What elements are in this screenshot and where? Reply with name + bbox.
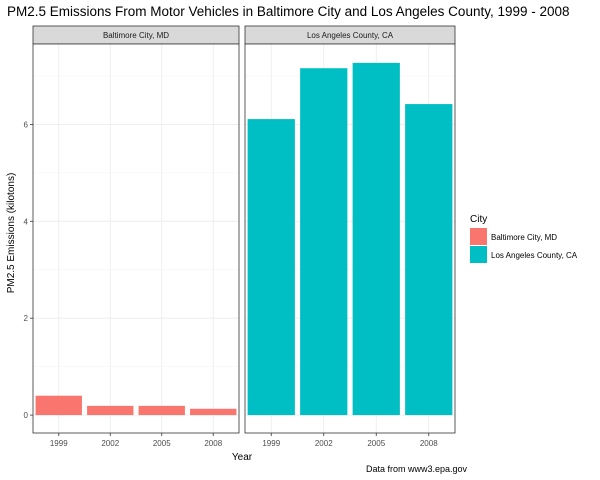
x-tick-label: 2008 <box>204 439 222 448</box>
x-tick-label: 2002 <box>315 439 333 448</box>
panel-border <box>32 43 240 434</box>
bar <box>247 119 295 416</box>
x-tick-label: 2002 <box>101 439 119 448</box>
legend: City Baltimore City, MD Los Angeles Count… <box>470 214 578 263</box>
bar <box>405 104 453 416</box>
y-axis-title: PM2.5 Emissions (kilotons) <box>6 173 17 294</box>
legend-label: Baltimore City, MD <box>491 233 557 242</box>
x-tick-label: 2005 <box>367 439 385 448</box>
legend-label: Los Angeles County, CA <box>491 251 578 260</box>
bar <box>138 405 185 416</box>
y-tick-label: 2 <box>24 314 29 323</box>
legend-title: City <box>470 214 487 225</box>
x-tick-label: 2008 <box>420 439 438 448</box>
bar <box>35 395 82 416</box>
panel-background <box>33 44 239 433</box>
panel-border <box>244 43 456 434</box>
legend-key <box>470 228 487 245</box>
x-tick-label: 1999 <box>50 439 68 448</box>
legend-key <box>470 246 487 263</box>
x-tick-label: 1999 <box>262 439 280 448</box>
bar <box>87 405 134 416</box>
y-tick-label: 0 <box>24 411 29 420</box>
caption: Data from www3.epa.gov <box>366 464 468 474</box>
chart-title: PM2.5 Emissions From Motor Vehicles in B… <box>7 4 570 19</box>
x-axis-title: Year <box>232 452 253 463</box>
bar <box>190 408 237 416</box>
facet-strip-label: Baltimore City, MD <box>103 31 169 40</box>
facet-strip-label: Los Angeles County, CA <box>307 31 394 40</box>
bar <box>300 68 348 416</box>
facet-panels: Baltimore City, MD 1999 2002 2005 2008 0 2 4 6 Lo… <box>24 25 456 448</box>
x-tick-label: 2005 <box>153 439 171 448</box>
y-tick-label: 6 <box>24 120 29 129</box>
bar <box>352 62 400 416</box>
y-tick-label: 4 <box>24 217 29 226</box>
